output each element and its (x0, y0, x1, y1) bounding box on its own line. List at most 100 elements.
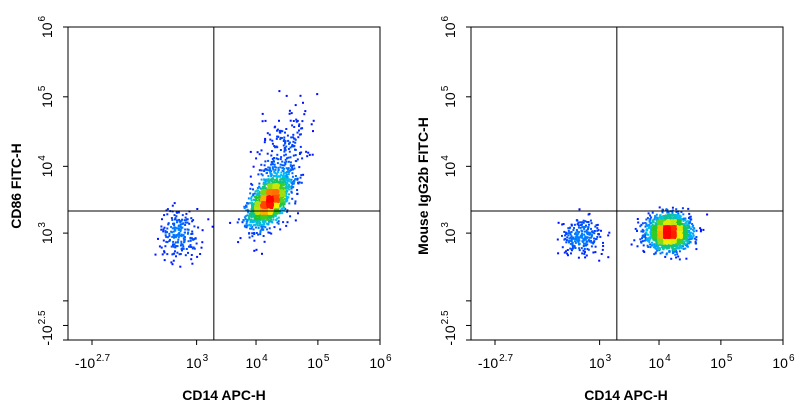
data-point (257, 192, 260, 195)
data-point (694, 240, 697, 243)
data-point (673, 220, 676, 223)
data-point (692, 232, 694, 235)
data-point (593, 240, 596, 243)
data-point (291, 182, 294, 185)
data-point (303, 113, 306, 116)
data-point (689, 233, 692, 236)
data-point (281, 184, 284, 187)
data-point (667, 238, 670, 241)
data-point (562, 223, 565, 225)
data-point (274, 189, 277, 192)
data-point (264, 139, 267, 142)
data-point (299, 133, 302, 136)
data-point (201, 229, 204, 232)
data-point (294, 200, 297, 203)
data-point (272, 186, 275, 189)
data-point (570, 235, 573, 238)
data-point (680, 222, 683, 225)
data-point (262, 235, 265, 237)
data-point (585, 240, 588, 243)
data-point (256, 196, 258, 199)
data-point (289, 146, 292, 149)
data-point (657, 242, 660, 245)
data-point (587, 213, 590, 216)
data-point (283, 154, 286, 157)
data-point (663, 227, 666, 230)
data-point (167, 223, 170, 226)
data-point (577, 224, 580, 227)
data-point (174, 218, 176, 221)
data-point (577, 236, 580, 239)
data-point (280, 181, 283, 184)
data-point (584, 235, 587, 238)
data-point (254, 218, 257, 221)
data-point (668, 228, 671, 231)
data-point (259, 231, 262, 233)
data-point (249, 227, 252, 230)
data-point (173, 226, 176, 229)
data-point (269, 168, 272, 171)
data-point (577, 241, 580, 244)
data-point (659, 221, 662, 224)
data-point (274, 146, 277, 149)
data-point (263, 191, 266, 194)
data-point (181, 249, 183, 252)
data-point (281, 160, 284, 163)
data-point (296, 158, 299, 161)
data-point (246, 224, 249, 227)
data-point (281, 194, 283, 197)
data-point (674, 241, 677, 244)
data-point (682, 223, 685, 226)
data-point (285, 167, 288, 170)
data-point (284, 153, 287, 156)
data-point (286, 182, 289, 185)
data-point (161, 218, 163, 221)
data-point (580, 236, 583, 239)
data-point (173, 222, 176, 225)
data-point (201, 241, 204, 244)
data-point (254, 205, 257, 207)
data-point (676, 220, 678, 223)
data-point (194, 237, 197, 240)
data-point (581, 233, 583, 235)
data-point (682, 217, 685, 220)
data-point (673, 216, 676, 219)
data-point (706, 213, 709, 216)
data-point (286, 210, 289, 213)
data-point (285, 160, 288, 163)
data-point (563, 251, 566, 254)
data-point (650, 228, 652, 231)
data-point (294, 104, 297, 107)
data-point (570, 248, 573, 251)
data-point (279, 149, 282, 151)
data-point (678, 231, 681, 234)
y-tick-label: 105 (440, 85, 458, 108)
data-point (653, 253, 656, 256)
data-point (668, 217, 671, 220)
data-point (274, 199, 277, 202)
data-point (579, 224, 582, 227)
data-point (183, 219, 186, 222)
data-point (271, 161, 274, 163)
data-point (196, 255, 199, 258)
data-point (676, 226, 679, 229)
data-point (243, 205, 246, 208)
data-point (587, 231, 590, 234)
data-point (675, 251, 678, 254)
data-point (668, 231, 671, 234)
data-point (259, 219, 262, 222)
data-point (274, 214, 277, 217)
data-point (664, 220, 667, 223)
data-point (655, 233, 658, 236)
data-point (655, 238, 658, 241)
data-point (166, 253, 169, 256)
data-point (689, 240, 692, 243)
data-point (692, 234, 695, 237)
data-point (245, 209, 248, 212)
data-point (630, 243, 633, 246)
data-point (277, 216, 280, 219)
data-point (664, 222, 667, 225)
data-point (199, 253, 202, 255)
data-point (652, 226, 655, 229)
data-point (268, 180, 271, 182)
